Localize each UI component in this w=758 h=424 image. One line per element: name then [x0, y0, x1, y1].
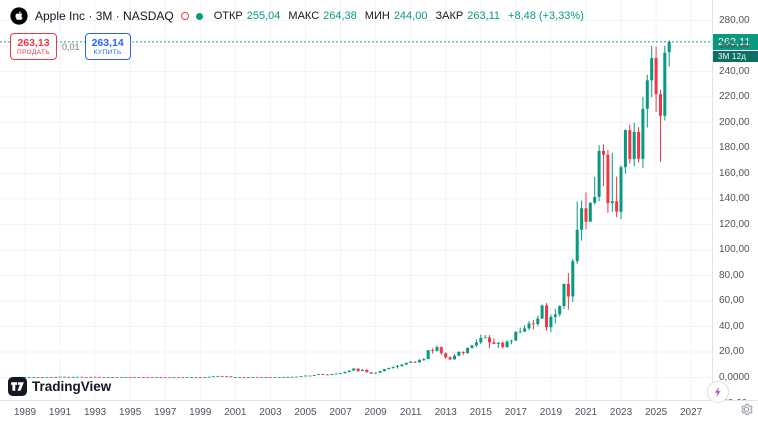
tradingview-logo[interactable]: TradingView — [8, 377, 111, 396]
sell-series-marker-icon[interactable] — [180, 12, 189, 20]
time-axis-label: 2021 — [574, 407, 598, 418]
low-label: МИН — [364, 10, 390, 22]
time-axis-label: 2009 — [364, 407, 387, 418]
high-label: МАКС — [288, 10, 320, 22]
time-axis-label: 1999 — [189, 407, 212, 418]
sell-label: ПРОДАТЬ — [17, 48, 51, 56]
price-axis-label: 20,00 — [719, 346, 745, 358]
time-axis-label: 2015 — [469, 407, 492, 418]
price-axis-label: 260,00 — [719, 40, 750, 52]
high-value: 264,38 — [323, 10, 357, 22]
price-axis-label: 100,00 — [719, 244, 750, 256]
tradingview-logo-icon — [8, 377, 27, 396]
spread-value: 0,01 — [62, 41, 80, 52]
chart-header: Apple Inc · 3M · NASDAQ ОТКР 255,04 МАКС 2… — [10, 6, 584, 60]
tradingview-brand-text: TradingView — [32, 379, 112, 394]
settings-gear-button[interactable] — [740, 403, 753, 416]
apple-logo-icon — [10, 7, 28, 25]
time-axis-label: 2023 — [609, 407, 633, 418]
price-axis-label: 200,00 — [719, 116, 750, 128]
buy-button[interactable]: 263,14 КУПИТЬ — [84, 33, 131, 60]
price-axis-label: 80,00 — [719, 269, 745, 281]
price-scale[interactable]: 263,11 3M 12д 280,00 260,00 240,00 220,00 20… — [712, 0, 758, 424]
time-axis-label: 2007 — [329, 407, 352, 418]
price-axis-label: 60,00 — [719, 295, 745, 307]
time-axis-label: 2005 — [294, 407, 317, 418]
buy-label: КУПИТЬ — [93, 48, 122, 56]
price-axis-label: 40,00 — [719, 320, 745, 332]
time-axis-label: 2019 — [539, 407, 563, 418]
gear-icon — [741, 403, 753, 416]
time-axis-label: 1993 — [83, 407, 107, 418]
sell-button[interactable]: 263,13 ПРОДАТЬ — [10, 33, 58, 60]
time-scale[interactable]: 1989 1991 1993 1995 1997 1999 2001 2003 2005 2007… — [0, 400, 758, 424]
time-axis-label: 2013 — [434, 407, 457, 418]
price-axis-label: 280,00 — [719, 14, 750, 26]
time-axis-label: 1989 — [13, 407, 37, 418]
close-value: 263,11 — [467, 10, 501, 22]
change-value: +8,48 (+3,33%) — [508, 10, 584, 22]
price-axis-label: 180,00 — [719, 142, 750, 154]
price-axis-label: 0,0000 — [719, 372, 750, 383]
lightning-icon — [715, 387, 721, 397]
lightning-button[interactable] — [707, 381, 729, 403]
time-axis-label: 2017 — [504, 407, 527, 418]
time-axis-label: 2001 — [224, 407, 247, 418]
candlestick-chart — [0, 0, 712, 400]
low-value: 244,00 — [393, 10, 428, 22]
price-axis-label: 160,00 — [719, 167, 750, 179]
price-axis-label: 240,00 — [719, 65, 750, 77]
close-label: ЗАКР — [435, 10, 464, 22]
time-axis-label: 2025 — [644, 407, 668, 418]
sell-price: 263,13 — [17, 36, 50, 49]
open-label: ОТКР — [213, 10, 243, 22]
symbol-title: Apple Inc · 3M · NASDAQ — [35, 9, 174, 23]
buy-price: 263,14 — [91, 36, 124, 49]
bar-countdown-badge: 3M 12д — [713, 50, 758, 62]
price-axis-label: 140,00 — [719, 193, 750, 205]
time-axis-label: 1991 — [48, 407, 72, 418]
buy-series-marker-icon[interactable] — [195, 12, 203, 20]
time-axis-label: 2003 — [259, 407, 282, 418]
time-axis-label: 1995 — [119, 407, 142, 418]
last-price-badge-group: 263,11 3M 12д — [713, 33, 758, 62]
time-axis-label: 1997 — [154, 407, 177, 418]
time-axis-label: 2027 — [680, 407, 703, 418]
last-price-badge: 263,11 — [713, 33, 758, 50]
price-axis-label: 120,00 — [719, 218, 750, 230]
ohlc-readout: ОТКР 255,04 МАКС 264,38 МИН 244,00 ЗАКР 263,… — [214, 10, 584, 22]
price-axis-label: 220,00 — [719, 91, 750, 103]
chart-canvas[interactable] — [0, 0, 712, 400]
time-axis-label: 2011 — [399, 407, 422, 418]
open-value: 255,04 — [246, 10, 281, 22]
